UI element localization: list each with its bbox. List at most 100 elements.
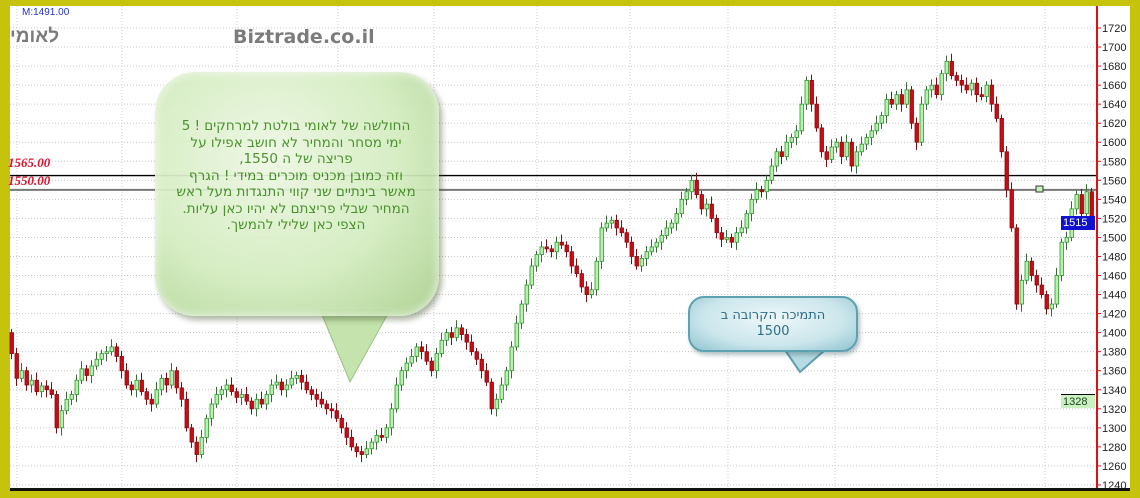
candle-body: [879, 115, 884, 124]
candle-body: [454, 327, 459, 338]
candle-body: [859, 143, 864, 153]
candle-body: [334, 410, 339, 419]
candle-body: [544, 246, 549, 250]
candle-body: [699, 194, 704, 210]
callout-line: ימי מסחר והמחיר לא חושב אפילו על: [190, 134, 402, 151]
candle-body: [979, 94, 984, 97]
candle-body: [819, 127, 824, 153]
candle-body: [559, 241, 564, 246]
candle-body: [564, 244, 569, 253]
candle-body: [674, 213, 679, 224]
candle-body: [854, 151, 859, 167]
candle-body: [889, 99, 894, 105]
candle-body: [1014, 227, 1019, 305]
candle-body: [769, 165, 774, 181]
candle-body: [1019, 279, 1024, 305]
candle-body: [924, 89, 929, 105]
y-tick-label: 1540: [1102, 194, 1126, 206]
candle-body: [974, 82, 979, 96]
candle-body: [409, 356, 414, 364]
candle-body: [459, 327, 464, 335]
candle-body: [539, 246, 544, 255]
candle-body: [264, 394, 269, 405]
candle-body: [234, 391, 239, 398]
candle-body: [789, 137, 794, 143]
candle-body: [664, 227, 669, 236]
candle-body: [354, 446, 359, 453]
candle-body: [679, 198, 684, 215]
candle-body: [99, 353, 104, 360]
candle-body: [34, 379, 39, 393]
candle-body: [414, 346, 419, 357]
candle-body: [719, 232, 724, 240]
candle-body: [209, 403, 214, 419]
analysis-callout: החולשה של לאומי בולטת למרחקים ! 5 ימי מס…: [155, 72, 439, 316]
candle-body: [219, 389, 224, 395]
candle-body: [569, 251, 574, 267]
candle-body: [444, 332, 449, 341]
candle-body: [649, 246, 654, 253]
candle-body: [89, 365, 94, 376]
candle-body: [94, 358, 99, 367]
candle-body: [969, 82, 974, 91]
y-tick-label: 1280: [1102, 442, 1126, 454]
candle-body: [29, 379, 34, 386]
candle-body: [899, 94, 904, 105]
candle-body: [179, 387, 184, 400]
candle-body: [319, 398, 324, 405]
y-tick-label: 1520: [1102, 213, 1126, 225]
candle-body: [474, 351, 479, 360]
candle-body: [524, 284, 529, 305]
last-price-tag: 1515: [1061, 216, 1095, 230]
candle-body: [1039, 284, 1044, 295]
candle-body: [504, 370, 509, 386]
candle-body: [954, 75, 959, 81]
candle-body: [249, 400, 254, 410]
candle-body: [849, 141, 854, 167]
candle-body: [394, 384, 399, 410]
candle-body: [509, 346, 514, 372]
candle-body: [574, 265, 579, 275]
candle-body: [644, 251, 649, 259]
candle-body: [554, 241, 559, 253]
y-tick-label: 1620: [1102, 118, 1126, 130]
candle-body: [639, 257, 644, 267]
y-tick-label: 1360: [1102, 366, 1126, 378]
candle-body: [774, 151, 779, 167]
candle-body: [189, 427, 194, 443]
candle-body: [589, 289, 594, 295]
candle-body: [514, 322, 519, 348]
candle-body: [779, 151, 784, 157]
site-watermark: Biztrade.co.il: [233, 26, 375, 48]
y-tick-label: 1680: [1102, 61, 1126, 73]
candle-body: [839, 141, 844, 157]
candle-body: [429, 360, 434, 372]
candle-body: [874, 122, 879, 132]
y-tick-label: 1380: [1102, 347, 1126, 359]
candle-body: [59, 410, 64, 429]
x-axis-bar: [10, 488, 1130, 491]
candle-body: [594, 260, 599, 291]
candle-body: [399, 370, 404, 386]
candle-body: [694, 179, 699, 196]
candle-body: [994, 103, 999, 119]
candle-body: [1064, 237, 1069, 243]
candle-body: [844, 141, 849, 157]
candle-body: [809, 79, 814, 105]
y-tick-label: 1500: [1102, 232, 1126, 244]
candle-body: [484, 370, 489, 383]
candle-body: [19, 370, 24, 379]
callout-line: פריצה של ה 1550,: [239, 151, 353, 167]
candle-body: [214, 394, 219, 405]
support-callout: התמיכה הקרובה ב 1500: [688, 296, 858, 352]
candle-body: [1079, 194, 1084, 215]
candle-body: [724, 237, 729, 240]
y-tick-label: 1440: [1102, 290, 1126, 302]
callout-line: החולשה של לאומי בולטת למרחקים ! 5: [181, 118, 411, 134]
candle-body: [419, 346, 424, 353]
candle-body: [384, 427, 389, 438]
candle-body: [254, 398, 259, 410]
candle-body: [1084, 191, 1089, 215]
candle-body: [804, 79, 809, 105]
candle-body: [39, 385, 44, 393]
